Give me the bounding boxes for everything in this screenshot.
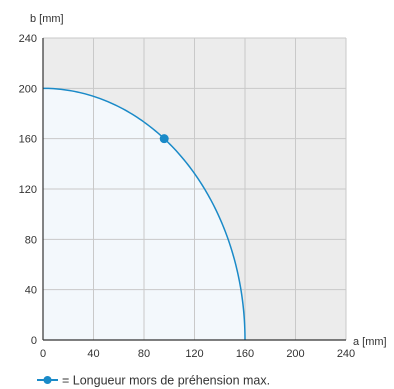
x-tick-label-120: 120 (185, 348, 203, 360)
y-tick-labels: 0 40 80 120 160 200 240 (19, 33, 37, 347)
x-tick-label-200: 200 (286, 348, 304, 360)
grid (43, 37, 347, 340)
curve-layer (42, 87, 246, 341)
x-tick-label-240: 240 (337, 348, 355, 360)
y-tick-label-0: 0 (31, 335, 37, 347)
y-axis-label: b [mm] (30, 13, 64, 25)
legend-text: = Longueur mors de préhension max. (62, 374, 270, 388)
x-tick-label-0: 0 (40, 348, 46, 360)
x-tick-label-40: 40 (87, 348, 99, 360)
x-tick-labels: 0 40 80 120 160 200 240 (40, 348, 355, 360)
y-tick-label-240: 240 (19, 33, 37, 45)
y-tick-label-160: 160 (19, 134, 37, 146)
y-tick-label-80: 80 (25, 234, 37, 246)
y-tick-label-200: 200 (19, 83, 37, 95)
x-tick-label-160: 160 (236, 348, 254, 360)
y-tick-label-120: 120 (19, 184, 37, 196)
legend-marker-dot (43, 376, 52, 384)
axes (42, 38, 346, 341)
x-tick-label-80: 80 (138, 348, 150, 360)
legend: = Longueur mors de préhension max. (37, 374, 270, 388)
x-axis-label: a [mm] (353, 336, 387, 348)
marker-point (159, 134, 169, 144)
y-tick-label-40: 40 (25, 285, 37, 297)
curve-line (42, 87, 246, 341)
